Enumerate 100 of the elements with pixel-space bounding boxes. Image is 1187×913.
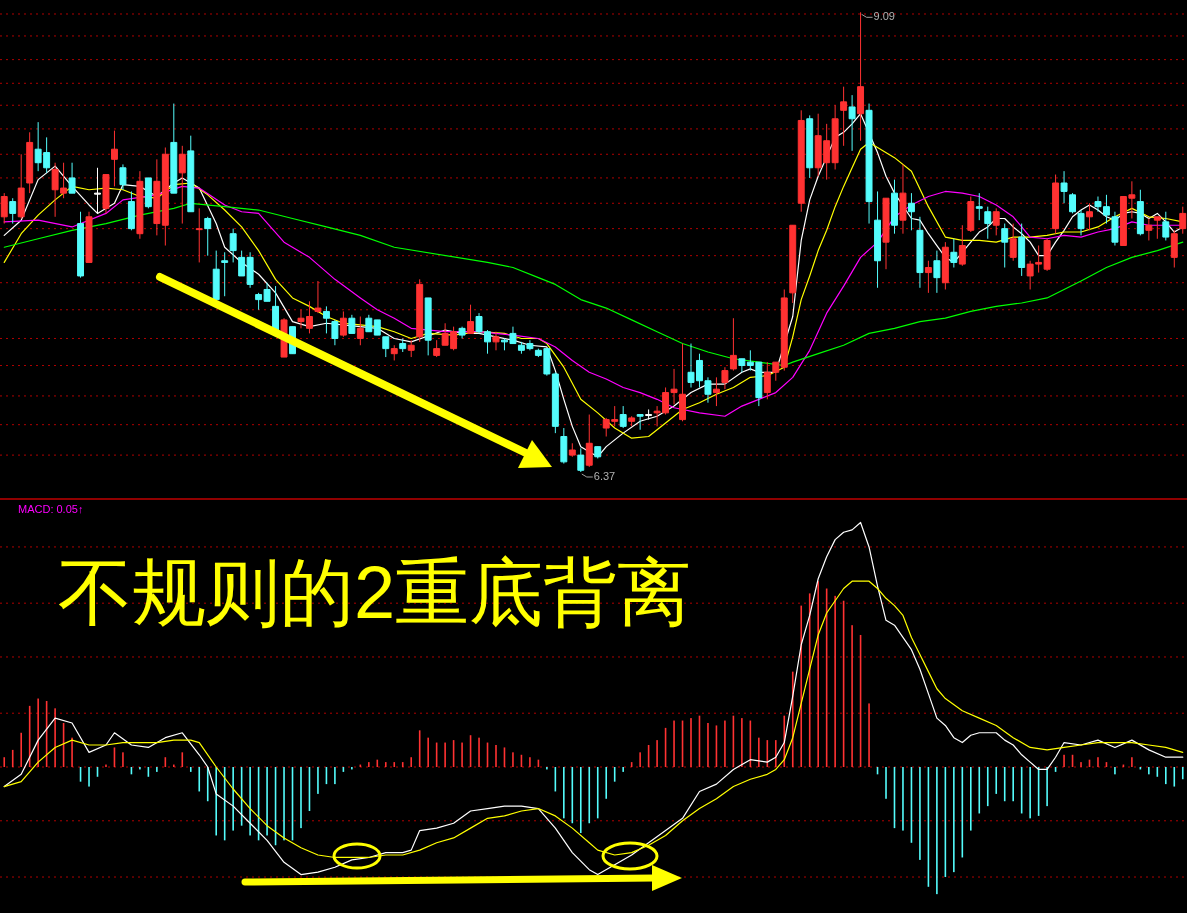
- candlestick: [187, 135, 195, 213]
- candlestick: [891, 179, 898, 235]
- candlestick: [679, 343, 686, 422]
- candlestick: [907, 192, 915, 231]
- candlestick: [77, 211, 85, 279]
- candlestick: [857, 11, 865, 142]
- candlestick: [560, 427, 568, 465]
- candlestick: [1179, 206, 1187, 235]
- candlestick: [204, 216, 212, 257]
- candlestick: [246, 251, 254, 289]
- candlestick: [424, 297, 432, 356]
- candlestick: [992, 207, 1000, 236]
- candlestick: [153, 158, 161, 236]
- candlestick: [882, 197, 890, 270]
- candlestick: [941, 241, 949, 290]
- candlestick: [933, 250, 941, 294]
- candlestick: [780, 288, 788, 372]
- candlestick: [1162, 211, 1170, 241]
- candlestick: [721, 366, 729, 390]
- candlestick: [619, 405, 627, 429]
- candlestick: [144, 177, 152, 209]
- candlestick: [551, 371, 559, 434]
- candlestick: [68, 162, 76, 194]
- candlestick: [712, 376, 720, 407]
- candlestick: [170, 103, 178, 194]
- candlestick: [585, 414, 593, 468]
- candlestick: [17, 153, 25, 219]
- candlestick: [314, 280, 322, 314]
- candlestick: [85, 211, 93, 263]
- candlestick: [628, 415, 636, 427]
- candlestick: [950, 238, 958, 268]
- candlestick: [1077, 209, 1085, 236]
- candlestick: [178, 145, 186, 225]
- candlestick: [848, 94, 856, 152]
- candlestick: [94, 167, 101, 214]
- candlestick: [229, 228, 237, 263]
- candlestick: [195, 207, 203, 263]
- candlestick: [738, 358, 746, 373]
- candlestick: [322, 305, 330, 334]
- candlestick: [645, 408, 653, 421]
- candlestick: [1153, 216, 1161, 240]
- candlestick: [110, 130, 118, 187]
- candlestick: [127, 190, 135, 231]
- candlestick: [789, 224, 797, 304]
- candlestick: [399, 337, 407, 353]
- candlestick: [975, 192, 983, 221]
- candlestick: [1170, 229, 1178, 268]
- candlestick: [136, 170, 144, 240]
- candlestick: [373, 319, 381, 336]
- candlestick: [831, 104, 839, 170]
- candlestick: [577, 447, 585, 473]
- annotation: 9.09: [873, 10, 895, 23]
- candlestick: [840, 86, 848, 147]
- candlestick: [1018, 223, 1026, 277]
- candlestick: [797, 109, 805, 213]
- candlestick: [221, 251, 229, 297]
- text: MACD: 0.05↑: [18, 503, 84, 515]
- candlestick: [356, 316, 364, 346]
- candlestick: [9, 197, 17, 225]
- candlestick: [568, 442, 576, 458]
- candlestick: [119, 163, 127, 191]
- candlestick: [916, 216, 924, 289]
- candlestick: [1069, 192, 1077, 214]
- candlestick: [458, 326, 466, 339]
- candlestick: [984, 206, 992, 240]
- candlestick: [492, 331, 500, 351]
- candlestick: [416, 278, 424, 343]
- candlestick: [865, 103, 873, 225]
- candlestick: [729, 317, 737, 372]
- candlestick: [967, 196, 975, 233]
- candlestick: [331, 319, 339, 346]
- candlestick: [390, 344, 398, 361]
- candlestick: [102, 174, 110, 214]
- candlestick: [1145, 217, 1153, 241]
- candlestick: [339, 310, 347, 338]
- candlestick: [365, 314, 373, 333]
- candlestick: [1052, 174, 1060, 235]
- candlestick: [26, 131, 34, 194]
- candlestick: [958, 224, 966, 267]
- candlestick: [594, 446, 602, 459]
- candlestick: [1136, 189, 1144, 236]
- candlestick: [382, 336, 390, 358]
- candlestick: [212, 250, 220, 301]
- annotation: 6.37: [593, 470, 616, 482]
- candlestick: [467, 304, 475, 334]
- candlestick: [161, 147, 169, 247]
- candlestick: [238, 250, 246, 277]
- chart-title: 不规则的2重底背离: [58, 551, 692, 634]
- candlestick: [1001, 223, 1009, 268]
- candlestick: [924, 260, 932, 294]
- candlestick: [1086, 202, 1093, 231]
- candlestick: [0, 192, 8, 225]
- candlestick: [874, 190, 881, 289]
- candlestick: [407, 339, 415, 358]
- candlestick: [348, 314, 356, 334]
- candlestick: [1111, 211, 1119, 247]
- candlestick: [636, 414, 644, 431]
- candlestick: [1060, 170, 1068, 204]
- candlestick: [433, 339, 441, 358]
- candlestick: [1009, 223, 1017, 262]
